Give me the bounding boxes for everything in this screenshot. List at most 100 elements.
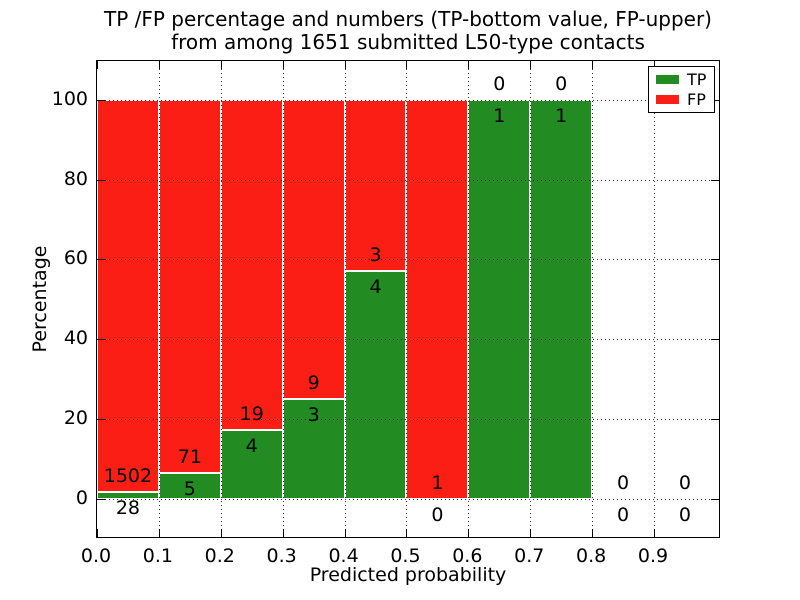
plot-canvas: 1502 28 71 5 19 4 9 3 3 4 1 0 0 1 0 1 0 0 0 0 [97, 61, 719, 537]
tp-swatch-icon [656, 75, 679, 85]
v-gridline [592, 61, 594, 537]
x-tick-mark [592, 529, 594, 537]
chart-title: TP /FP percentage and numbers (TP-bottom… [96, 8, 720, 54]
x-tick-label: 0.3 [266, 545, 297, 567]
v-gridline [344, 61, 346, 537]
y-tick-mark [711, 339, 719, 341]
y-tick-label: 0 [75, 487, 88, 510]
v-gridline [220, 61, 222, 537]
h-gridline [97, 179, 719, 181]
fp-swatch-icon [656, 94, 679, 104]
x-tick-label: 0.4 [328, 545, 359, 567]
tp-count-label: 1 [555, 104, 568, 127]
h-gridline [97, 499, 719, 501]
h-gridline [97, 419, 719, 421]
bar-fp-segment [158, 99, 221, 473]
y-tick-mark [97, 179, 105, 181]
x-tick-label: 0.7 [514, 545, 545, 567]
fp-count-label: 71 [177, 445, 202, 468]
tp-count-label: 0 [431, 504, 444, 527]
x-tick-mark [468, 61, 470, 69]
tp-count-label: 4 [245, 434, 258, 457]
tp-count-label: 0 [678, 504, 691, 527]
y-tick-mark [97, 99, 105, 101]
v-gridline [468, 61, 470, 537]
legend: TP FP [648, 66, 715, 113]
x-tick-mark [406, 529, 408, 537]
x-tick-mark [530, 529, 532, 537]
x-tick-label: 0.8 [576, 545, 607, 567]
legend-entry-label: FP [687, 89, 706, 109]
y-tick-mark [97, 419, 105, 421]
y-tick-mark [711, 99, 719, 101]
x-tick-label: 0.1 [142, 545, 173, 567]
tp-count-label: 1 [493, 104, 506, 127]
x-tick-label: 0.0 [80, 545, 112, 567]
chart-title-line2: from among 1651 submitted L50-type conta… [171, 30, 645, 54]
tp-count-label: 5 [183, 477, 196, 500]
bar-fp-segment [220, 99, 283, 430]
bar-tp-segment [97, 491, 159, 500]
bar-tp-segment [158, 472, 221, 500]
x-tick-mark [654, 61, 655, 69]
y-tick-label: 80 [63, 167, 88, 190]
y-tick-mark [97, 259, 105, 261]
fp-count-label: 1502 [103, 464, 153, 487]
x-tick-mark [530, 61, 532, 69]
y-tick-label: 40 [63, 327, 88, 350]
y-tick-label: 20 [63, 407, 88, 430]
legend-entry-label: TP [687, 70, 707, 90]
x-tick-mark [220, 529, 222, 537]
tp-count-label: 28 [115, 496, 141, 519]
v-gridline [530, 61, 532, 537]
x-tick-mark [158, 529, 160, 537]
x-tick-label: 0.6 [452, 545, 483, 567]
x-tick-label: 0.5 [390, 545, 421, 567]
h-gridline [97, 99, 719, 101]
x-tick-mark [468, 529, 470, 537]
x-tick-mark [97, 529, 98, 537]
x-tick-mark [406, 61, 408, 69]
bar-tp-segment [344, 270, 407, 500]
x-tick-label: 0.9 [637, 545, 669, 567]
tp-count-label: 3 [307, 404, 320, 427]
bar-fp-segment [282, 99, 345, 400]
v-gridline [282, 61, 284, 537]
v-gridline [158, 61, 160, 537]
fp-count-label: 0 [493, 72, 506, 95]
legend-entry: TP [649, 71, 714, 88]
x-tick-mark [654, 529, 655, 537]
v-gridline [654, 61, 655, 537]
plot-area: 1502 28 71 5 19 4 9 3 3 4 1 0 0 1 0 1 0 0 0 0 [96, 60, 720, 538]
fp-count-label: 0 [678, 472, 691, 495]
bar-tp-segment [530, 99, 593, 500]
tp-count-label: 0 [617, 504, 630, 527]
fp-count-label: 3 [369, 243, 382, 266]
y-tick-mark [711, 179, 719, 181]
y-tick-label: 60 [63, 247, 88, 270]
x-axis-label: Predicted probability [309, 564, 507, 586]
x-tick-label: 0.2 [204, 545, 235, 567]
bar-fp-segment [406, 99, 469, 500]
y-tick-mark [97, 339, 105, 341]
bar-fp-segment [344, 99, 407, 271]
y-tick-mark [711, 419, 719, 421]
h-gridline [97, 259, 719, 261]
h-gridline [97, 339, 719, 341]
legend-entry: FP [649, 91, 714, 108]
y-tick-mark [711, 499, 719, 501]
fp-count-label: 0 [617, 472, 630, 495]
v-gridline [406, 61, 408, 537]
x-tick-mark [220, 61, 222, 69]
fp-count-label: 1 [431, 472, 444, 495]
tp-count-label: 4 [369, 275, 382, 298]
x-tick-mark [344, 61, 346, 69]
y-tick-mark [97, 499, 105, 501]
x-tick-mark [158, 61, 160, 69]
x-tick-mark [282, 61, 284, 69]
bar-tp-segment [468, 99, 531, 500]
fp-count-label: 9 [307, 372, 320, 395]
fp-count-label: 19 [239, 402, 264, 425]
x-tick-mark [97, 61, 98, 69]
